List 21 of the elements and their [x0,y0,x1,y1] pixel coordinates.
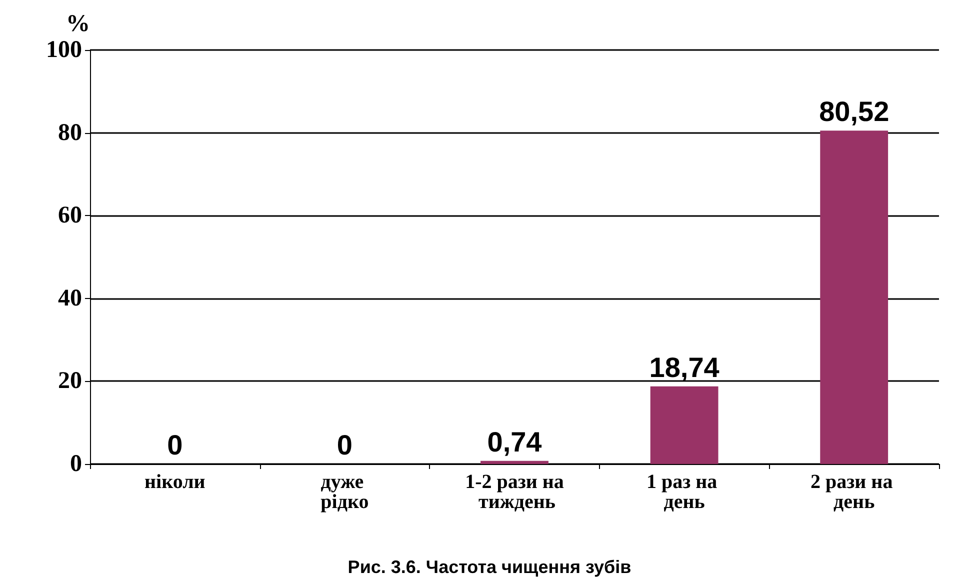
y-tick-label: 40 [58,285,82,312]
y-tick-label: 0 [70,451,82,477]
data-label: 0 [336,430,352,460]
x-tick-label: дуже рідко [320,471,369,513]
x-tick-label: 1-2 рази на тиждень [465,471,564,513]
text: Рис. 3.6. Частота чищення зубів [348,557,632,577]
y-tick-label: 80 [58,120,82,146]
data-label: 80,52 [819,96,890,128]
data-label: 18,74 [649,352,720,383]
x-tick-label: 2 рази на день [810,471,898,513]
bar [650,386,718,464]
y-tick-label: 60 [58,202,82,229]
data-label: 0 [167,430,183,460]
data-label: 0,74 [487,426,542,458]
bar [820,130,888,464]
x-tick-label: ніколи [144,471,206,493]
y-axis-title: % [66,11,90,37]
y-tick-label: 100 [46,37,82,63]
y-tick-label: 20 [58,368,82,394]
x-tick-label: 1 раз на день [646,471,722,513]
bar [480,460,548,464]
